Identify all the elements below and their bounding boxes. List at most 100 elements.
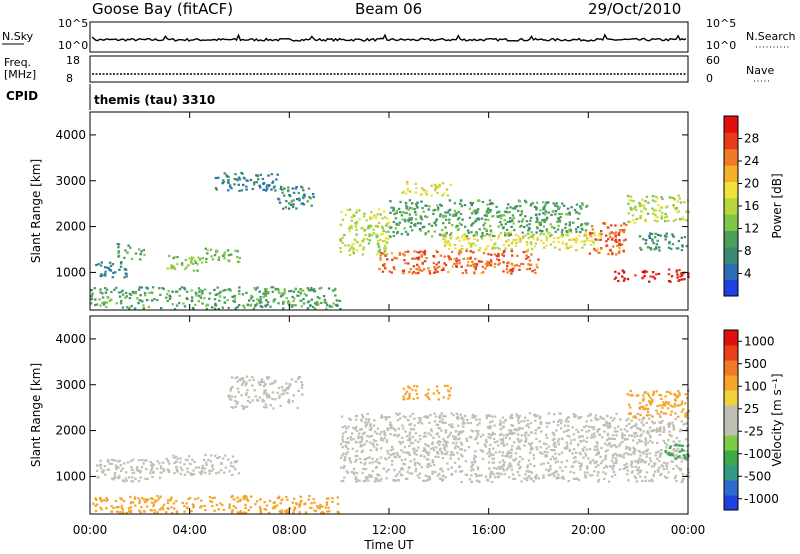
echo-cell [344, 441, 348, 444]
echo-cell [364, 234, 367, 237]
echo-cell [621, 434, 624, 437]
echo-cell [470, 204, 473, 207]
echo-cell [104, 274, 107, 277]
echo-cell [493, 247, 497, 250]
echo-cell [412, 271, 415, 274]
echo-cell [218, 299, 221, 302]
echo-cell [341, 432, 345, 435]
echo-cell [149, 460, 152, 463]
echo-cell [634, 424, 638, 427]
echo-cell [353, 471, 356, 474]
echo-cell [529, 216, 533, 219]
echo-cell [206, 252, 209, 255]
echo-cell [196, 263, 199, 266]
echo-cell [280, 509, 283, 512]
echo-cell [205, 257, 208, 260]
echo-cell [447, 397, 450, 400]
echo-cell [617, 251, 621, 254]
echo-cell [273, 381, 276, 384]
echo-cell [621, 436, 624, 440]
echo-cell [398, 253, 402, 256]
echo-cell [530, 234, 533, 237]
echo-cell [119, 265, 123, 268]
echo-cell [581, 246, 584, 249]
echo-cell [487, 218, 490, 221]
echo-cell [602, 222, 605, 225]
echo-cell [434, 221, 437, 224]
echo-cell [524, 434, 527, 437]
echo-cell [517, 439, 520, 442]
echo-cell [259, 186, 262, 189]
echo-cell [660, 195, 663, 199]
echo-cell [143, 510, 146, 513]
echo-cell [291, 304, 294, 307]
echo-cell [540, 229, 543, 233]
echo-cell [339, 223, 342, 226]
freq-panel-frame [89, 55, 689, 83]
ytick-label: 1000 [55, 469, 86, 483]
echo-cell [610, 437, 613, 440]
echo-cell [604, 472, 607, 475]
echo-cell [468, 207, 472, 210]
echo-cell [560, 437, 564, 440]
echo-cell [502, 464, 505, 467]
echo-cell [506, 265, 509, 268]
echo-cell [385, 253, 389, 256]
echo-cell [167, 290, 170, 293]
echo-cell [402, 211, 405, 214]
echo-cell [331, 497, 334, 500]
echo-cell [530, 471, 534, 474]
echo-cell [254, 305, 257, 308]
echo-cell [545, 447, 548, 450]
echo-cell [292, 512, 295, 515]
echo-cell [385, 241, 389, 244]
echo-cell [550, 213, 553, 217]
echo-cell [455, 441, 458, 444]
echo-cell [221, 503, 224, 507]
echo-cell [684, 415, 687, 418]
echo-cell [373, 480, 377, 483]
echo-cell [607, 422, 610, 425]
echo-cell [253, 286, 256, 290]
echo-cell [138, 286, 142, 289]
echo-cell [106, 266, 109, 269]
echo-cell [604, 424, 607, 427]
echo-cell [432, 436, 435, 439]
echo-cell [587, 414, 590, 418]
echo-cell [457, 445, 460, 449]
echo-cell [657, 428, 660, 431]
echo-cell [220, 462, 223, 465]
echo-cell [612, 470, 616, 473]
echo-cell [360, 413, 364, 416]
echo-cell [436, 191, 439, 195]
echo-cell [558, 212, 561, 216]
echo-cell [656, 197, 659, 200]
echo-cell [231, 494, 234, 498]
echo-cell [236, 380, 239, 383]
echo-cell [493, 438, 496, 441]
echo-cell [370, 475, 373, 479]
echo-cell [400, 459, 404, 462]
echo-cell [92, 502, 95, 505]
echo-cell [228, 470, 231, 473]
echo-cell [545, 454, 549, 457]
echo-cell [443, 255, 446, 258]
echo-cell [665, 215, 669, 218]
echo-cell [166, 501, 169, 504]
echo-cell [565, 244, 568, 247]
echo-cell [426, 415, 430, 418]
echo-cell [678, 440, 681, 443]
echo-cell [431, 459, 434, 462]
echo-cell [229, 289, 232, 292]
echo-cell [176, 255, 179, 259]
echo-cell [527, 232, 530, 235]
echo-cell [119, 464, 122, 467]
echo-cell [610, 224, 613, 227]
echo-cell [512, 477, 515, 480]
echo-cell [594, 445, 597, 448]
echo-cell [536, 218, 539, 221]
echo-cell [651, 199, 655, 202]
echo-cell [379, 447, 383, 450]
echo-cell [362, 240, 365, 243]
echo-cell [477, 208, 480, 211]
